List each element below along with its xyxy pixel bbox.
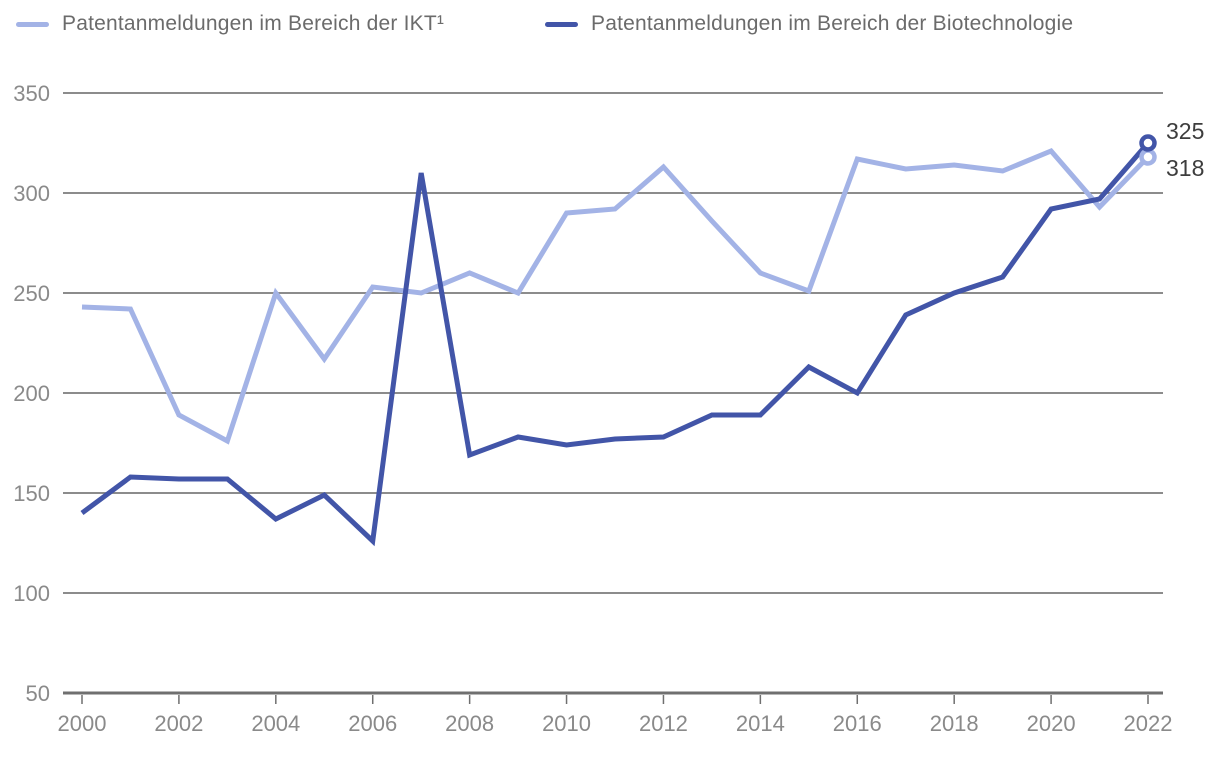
legend-swatch-ikt-icon <box>16 21 49 27</box>
x-tick-label: 2022 <box>1124 711 1173 736</box>
legend-label-biotech: Patentanmeldungen im Bereich der Biotech… <box>591 12 1074 35</box>
x-tick-label: 2002 <box>154 711 203 736</box>
end-marker-ikt <box>1139 148 1157 166</box>
x-tick-label: 2014 <box>736 711 785 736</box>
y-tick-label: 150 <box>13 481 50 506</box>
series-line-ikt <box>81 148 1150 445</box>
legend-item-biotech: Patentanmeldungen im Bereich der Biotech… <box>545 12 1073 36</box>
x-tick-label: 2020 <box>1027 711 1076 736</box>
end-value-label-biotech: 325 <box>1166 118 1204 144</box>
x-tick-label: 2018 <box>930 711 979 736</box>
y-tick-label: 200 <box>13 381 50 406</box>
end-value-label-ikt: 318 <box>1166 155 1204 181</box>
x-tick-label: 2008 <box>445 711 494 736</box>
x-tick-label: 2010 <box>542 711 591 736</box>
x-tick-label: 2016 <box>833 711 882 736</box>
y-tick-label: 50 <box>26 681 50 706</box>
x-tick-label: 2004 <box>251 711 300 736</box>
series-line-biotech <box>80 141 1150 547</box>
y-tick-label: 300 <box>13 181 50 206</box>
y-tick-label: 250 <box>13 281 50 306</box>
x-tick-label: 2000 <box>58 711 107 736</box>
end-marker-biotech <box>1139 134 1157 152</box>
legend-item-ikt: Patentanmeldungen im Bereich der IKT¹ <box>16 12 444 36</box>
y-tick-label: 100 <box>13 581 50 606</box>
legend-label-ikt: Patentanmeldungen im Bereich der IKT¹ <box>62 12 445 35</box>
x-tick-label: 2012 <box>639 711 688 736</box>
x-tick-label: 2006 <box>348 711 397 736</box>
legend-swatch-biotech-icon <box>545 21 578 27</box>
y-tick-label: 350 <box>13 81 50 106</box>
